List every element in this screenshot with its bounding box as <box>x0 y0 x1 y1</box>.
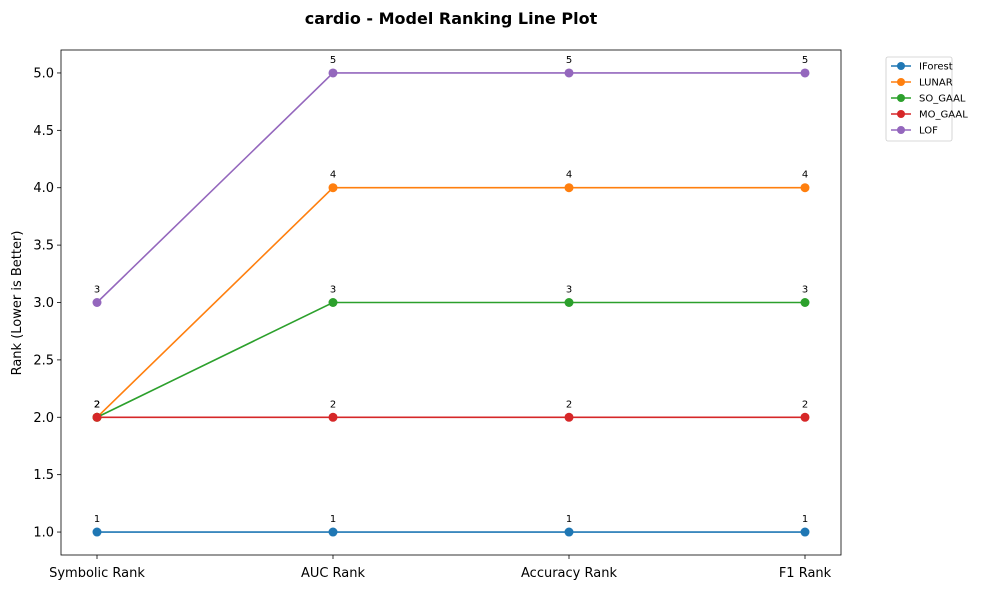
y-tick-label: 3.0 <box>33 296 54 311</box>
y-tick-label: 1.0 <box>33 526 54 541</box>
y-tick-label: 3.5 <box>33 239 54 254</box>
data-label: 3 <box>330 285 336 296</box>
legend-label: LUNAR <box>919 78 953 89</box>
data-label: 2 <box>566 399 572 410</box>
legend-label: IForest <box>919 62 953 73</box>
legend-marker <box>897 110 905 118</box>
data-point <box>564 298 574 307</box>
y-tick-label: 4.0 <box>33 181 54 196</box>
legend-marker <box>897 126 905 134</box>
series-line <box>96 186 805 418</box>
data-label: 3 <box>566 285 572 296</box>
data-label: 1 <box>330 514 336 525</box>
data-point <box>800 412 810 422</box>
data-label: 2 <box>330 399 336 410</box>
data-point <box>800 527 810 537</box>
legend-label: MO_GAAL <box>919 110 968 121</box>
chart-title: cardio - Model Ranking Line Plot <box>305 9 598 28</box>
data-point <box>800 68 810 78</box>
series-line <box>96 301 805 418</box>
y-tick-label: 2.0 <box>33 411 54 426</box>
data-label: 4 <box>566 170 572 181</box>
x-tick-label: F1 Rank <box>779 566 832 581</box>
data-point <box>800 298 810 307</box>
y-axis-label: Rank (Lower is Better) <box>10 231 25 376</box>
data-point <box>800 183 810 193</box>
y-tick-label: 4.5 <box>33 124 54 139</box>
data-label: 5 <box>802 55 808 66</box>
data-point <box>328 527 338 537</box>
legend: IForest LUNAR SO_GAAL MO_GAAL LOF <box>885 56 968 142</box>
data-label: 1 <box>94 514 100 525</box>
data-point <box>328 68 338 78</box>
data-label: 2 <box>94 399 100 410</box>
data-label: 2 <box>802 399 808 410</box>
data-point <box>564 68 574 78</box>
legend-box <box>885 56 953 142</box>
data-label: 3 <box>94 285 100 296</box>
data-point <box>92 527 102 537</box>
legend-marker <box>897 78 905 86</box>
data-point <box>564 183 574 193</box>
legend-marker <box>897 62 905 70</box>
data-label: 1 <box>566 514 572 525</box>
data-point <box>328 183 338 193</box>
legend-label: SO_GAAL <box>919 94 966 105</box>
data-label: 5 <box>330 55 336 66</box>
data-label: 1 <box>802 514 808 525</box>
x-tick-label: Symbolic Rank <box>49 566 145 581</box>
legend-marker <box>897 94 905 102</box>
data-point <box>328 298 338 307</box>
y-tick-label: 2.5 <box>33 353 54 368</box>
y-tick-label: 1.5 <box>33 468 54 483</box>
data-point <box>564 412 574 422</box>
data-label: 4 <box>330 170 336 181</box>
x-tick-label: AUC Rank <box>301 566 366 581</box>
data-point <box>564 527 574 537</box>
legend-label: LOF <box>919 126 938 137</box>
data-label: 4 <box>802 170 808 181</box>
plot-area: 1.0 1.5 2.0 2.5 3.0 3.5 4.0 4.5 5.0 Symbolic Rank… <box>33 49 842 581</box>
y-tick-label: 5.0 <box>33 66 54 81</box>
data-label: 2 <box>94 399 100 410</box>
data-point <box>92 298 102 307</box>
data-label: 2 <box>94 399 100 410</box>
data-point <box>92 412 102 422</box>
data-point <box>328 412 338 422</box>
series-line <box>96 72 805 304</box>
data-label: 5 <box>566 55 572 66</box>
x-tick-label: Accuracy Rank <box>521 566 617 581</box>
data-label: 3 <box>802 285 808 296</box>
